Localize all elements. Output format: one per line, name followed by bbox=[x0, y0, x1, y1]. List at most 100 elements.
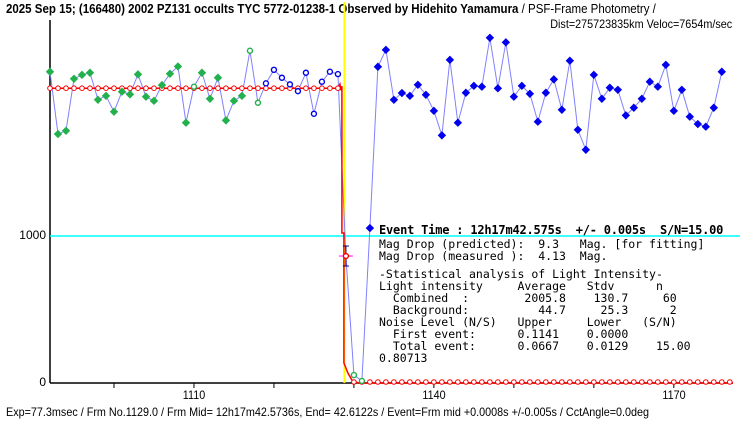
model-point bbox=[647, 379, 653, 385]
observed-point bbox=[565, 56, 575, 65]
observed-point bbox=[221, 116, 231, 125]
observed-point bbox=[125, 90, 135, 99]
event-time-text: Event Time : 12h17m42.575s +/- 0.005s S/… bbox=[379, 223, 724, 237]
observed-point bbox=[69, 74, 79, 83]
model-point bbox=[63, 85, 69, 91]
model-point bbox=[215, 85, 221, 91]
x-tick-label: 1140 bbox=[422, 388, 446, 402]
observed-point bbox=[421, 90, 431, 100]
observed-point bbox=[173, 62, 183, 71]
model-point bbox=[135, 85, 141, 91]
observed-point bbox=[397, 88, 407, 98]
model-point bbox=[239, 85, 245, 91]
observed-point bbox=[669, 106, 679, 116]
y-tick-label-0: 0 bbox=[39, 375, 46, 389]
observed-point bbox=[117, 87, 127, 96]
observed-point bbox=[685, 112, 695, 121]
model-point bbox=[327, 85, 333, 91]
model-point bbox=[55, 85, 61, 91]
model-point bbox=[247, 85, 253, 91]
stats-heading: -Statistical analysis of Light Intensity… bbox=[379, 267, 663, 281]
observed-point bbox=[254, 99, 262, 106]
model-point bbox=[423, 379, 429, 385]
observed-point bbox=[661, 60, 671, 70]
observed-point bbox=[109, 107, 119, 116]
observed-point bbox=[246, 47, 254, 54]
observed-point bbox=[413, 80, 423, 90]
event-point bbox=[342, 252, 350, 260]
observed-point bbox=[453, 118, 463, 127]
model-point bbox=[695, 379, 701, 385]
observed-point bbox=[637, 94, 647, 103]
observed-point bbox=[157, 80, 167, 90]
observed-point bbox=[597, 94, 607, 103]
model-point bbox=[615, 379, 621, 385]
model-point bbox=[719, 379, 725, 385]
observed-point bbox=[381, 45, 391, 55]
model-point bbox=[455, 379, 461, 385]
model-point bbox=[599, 379, 605, 385]
observed-point bbox=[270, 66, 278, 74]
observed-point bbox=[101, 91, 111, 101]
observed-point bbox=[373, 62, 383, 71]
observed-point bbox=[286, 81, 294, 88]
title-main: 2025 Sep 15; (166480) 2002 PZ131 occults… bbox=[6, 2, 519, 16]
model-point bbox=[375, 379, 381, 385]
observed-point bbox=[645, 77, 655, 86]
model-point bbox=[95, 85, 101, 91]
model-point bbox=[415, 379, 421, 385]
model-point bbox=[679, 379, 685, 385]
mag-drop-predicted: Mag Drop (predicted): 9.3 Mag. [for fitt… bbox=[379, 237, 705, 251]
observed-point bbox=[549, 75, 559, 84]
model-point bbox=[351, 379, 357, 385]
observed-point bbox=[53, 129, 63, 139]
model-point bbox=[535, 379, 541, 385]
model-point bbox=[279, 85, 285, 91]
x-tick-label: 1110 bbox=[182, 388, 206, 402]
observed-point bbox=[205, 94, 215, 103]
model-point bbox=[487, 379, 493, 385]
observed-point bbox=[389, 95, 399, 105]
observed-point bbox=[229, 96, 239, 106]
observed-point bbox=[677, 85, 687, 95]
model-markers bbox=[47, 85, 733, 385]
noise-heading: Noise Level (N/S) Upper Lower (S/N) bbox=[379, 315, 677, 329]
model-point bbox=[519, 379, 525, 385]
observed-point bbox=[61, 126, 71, 136]
observed-point bbox=[605, 83, 615, 92]
model-point bbox=[383, 379, 389, 385]
stats-background: Background: 44.7 25.3 2 bbox=[379, 303, 677, 317]
model-point bbox=[687, 379, 693, 385]
title-method: / PSF-Frame Photometry / bbox=[518, 2, 656, 16]
observed-point bbox=[149, 96, 159, 106]
model-point bbox=[431, 379, 437, 385]
observed-point bbox=[477, 82, 487, 91]
model-point bbox=[583, 379, 589, 385]
observed-point bbox=[294, 87, 302, 95]
model-point bbox=[407, 379, 413, 385]
observed-point bbox=[197, 68, 207, 77]
observed-point bbox=[509, 92, 519, 101]
model-point bbox=[271, 85, 277, 91]
observed-point bbox=[429, 106, 439, 116]
model-point bbox=[607, 379, 613, 385]
model-point bbox=[655, 379, 661, 385]
observed-markers bbox=[45, 33, 727, 385]
model-point bbox=[447, 379, 453, 385]
observed-point bbox=[469, 81, 479, 91]
observed-point bbox=[573, 125, 583, 134]
model-point bbox=[639, 379, 645, 385]
observed-point bbox=[493, 84, 503, 93]
stats-extra-value: 0.80713 bbox=[379, 351, 428, 365]
observed-point bbox=[278, 74, 286, 81]
observed-point bbox=[445, 55, 455, 65]
model-point bbox=[495, 379, 501, 385]
model-point bbox=[311, 85, 317, 91]
model-point bbox=[559, 379, 565, 385]
model-point bbox=[151, 85, 157, 91]
x-tick-label: 1170 bbox=[662, 388, 686, 402]
model-point bbox=[711, 379, 717, 385]
observed-point bbox=[45, 67, 55, 76]
